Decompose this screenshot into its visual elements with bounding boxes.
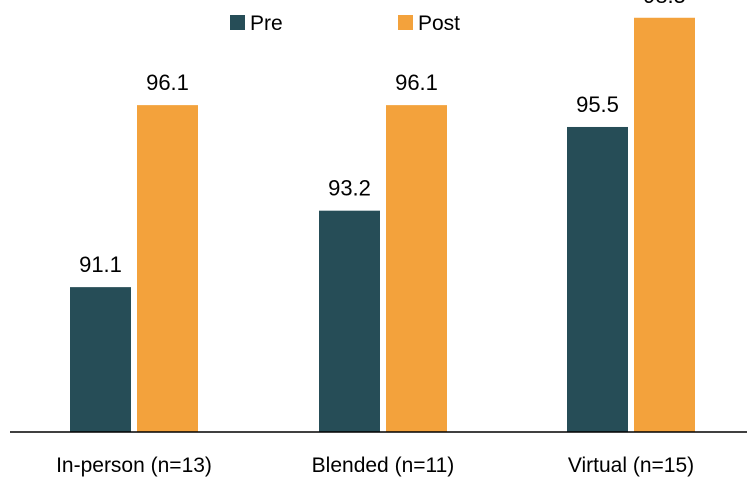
bar-post-1 xyxy=(137,105,198,433)
data-label-pre-3: 95.5 xyxy=(576,92,619,117)
legend-label-pre: Pre xyxy=(250,12,283,35)
x-tick-label-3: Virtual (n=15) xyxy=(568,454,694,477)
bar-post-3 xyxy=(634,17,695,432)
legend: Pre Post xyxy=(230,12,460,35)
legend-swatch-pre xyxy=(230,15,245,30)
data-label-pre-2: 93.2 xyxy=(328,176,371,201)
x-tick-labels-group: In-person (n=13) Blended (n=11) Virtual (n… xyxy=(56,454,694,477)
data-label-post-1: 96.1 xyxy=(146,70,189,95)
legend-swatch-post xyxy=(398,15,413,30)
x-tick-label-1: In-person (n=13) xyxy=(56,454,212,477)
data-label-pre-1: 91.1 xyxy=(79,252,122,277)
legend-label-post: Post xyxy=(418,12,460,35)
bar-pre-3 xyxy=(567,126,628,432)
x-tick-label-2: Blended (n=11) xyxy=(312,454,455,477)
bar-post-2 xyxy=(386,105,447,433)
bar-pre-2 xyxy=(319,210,380,432)
data-label-post-3: 98.5 xyxy=(643,0,686,8)
value-labels-group: 91.1 96.1 93.2 96.1 95.5 98.5 xyxy=(79,0,686,277)
data-label-post-2: 96.1 xyxy=(395,70,438,95)
bars-group xyxy=(70,17,695,433)
bar-pre-1 xyxy=(70,287,131,432)
